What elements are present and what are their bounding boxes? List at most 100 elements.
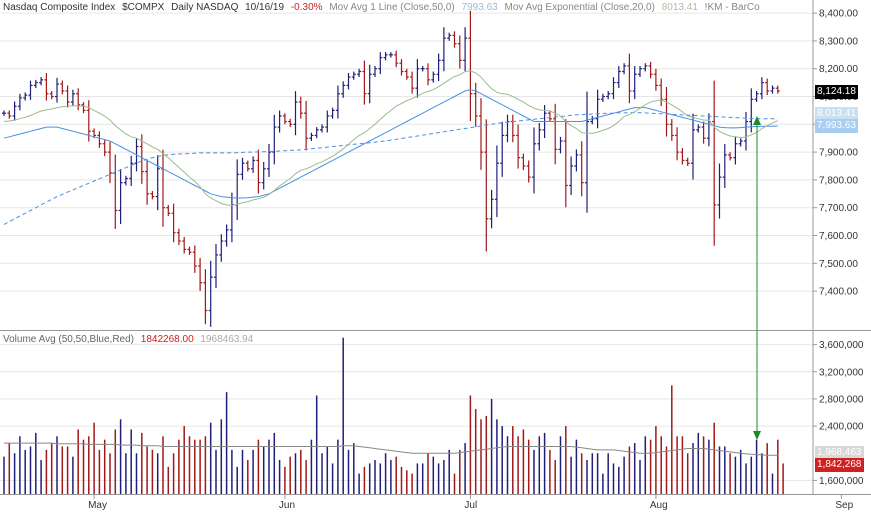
- price-bar: [208, 260, 213, 327]
- price-bar: [532, 127, 536, 194]
- price-bar: [494, 145, 499, 218]
- price-bar: [510, 114, 515, 143]
- price-bar: [23, 92, 28, 101]
- price-bar: [39, 77, 44, 86]
- price-bar: [600, 93, 605, 103]
- price-bar: [383, 52, 388, 61]
- price-bar: [436, 53, 441, 82]
- price-bar: [304, 100, 309, 151]
- price-header: Nasdaq Composite Index $COMPX Daily NASD…: [3, 2, 764, 13]
- price-tick-label: 8,300.00: [819, 36, 858, 47]
- last-price-tag: 8,124.18: [815, 85, 858, 99]
- price-bar: [759, 77, 764, 100]
- price-bar: [500, 121, 505, 177]
- price-bar: [680, 148, 685, 165]
- price-bar: [351, 71, 356, 80]
- price-bar: [235, 159, 240, 220]
- price-bar: [505, 114, 510, 143]
- price-bar: [55, 77, 59, 103]
- vertical-arrow: [753, 116, 761, 440]
- volume-tick-label: 3,200,000: [819, 367, 864, 378]
- price-bar: [431, 71, 436, 83]
- price-bar: [267, 143, 271, 177]
- price-bar: [309, 132, 314, 141]
- moving-average-lines: [3, 70, 778, 225]
- price-bar: [362, 60, 367, 105]
- price-bar: [426, 63, 430, 86]
- ma1-label: Mov Avg 1 Line (Close,50,0): [329, 2, 455, 13]
- price-bar: [12, 101, 17, 121]
- price-tick-label: 7,900.00: [819, 148, 858, 159]
- price-bar: [452, 31, 457, 48]
- price-bar: [728, 152, 733, 161]
- price-bar: [373, 65, 377, 77]
- x-tick-label: May: [88, 500, 107, 511]
- price-bar: [415, 59, 420, 98]
- price-bar: [203, 269, 208, 325]
- price-bar: [325, 110, 330, 133]
- ma-hidden-tag: 8,013.41: [815, 107, 858, 121]
- price-bar: [606, 91, 611, 100]
- price-bar: [526, 160, 531, 183]
- price-bar: [473, 82, 478, 127]
- price-bar: [219, 234, 224, 262]
- price-bar: [388, 52, 393, 58]
- price-bar: [108, 141, 112, 184]
- price-bar: [653, 68, 658, 91]
- price-bar: [139, 134, 144, 184]
- price-bar: [298, 96, 303, 119]
- price-bar: [638, 65, 642, 77]
- price-tick-label: 8,400.00: [819, 9, 858, 20]
- price-bar: [595, 89, 600, 129]
- price-bar: [229, 192, 234, 243]
- price-bar: [521, 153, 526, 171]
- price-bar: [60, 80, 65, 95]
- price-bar: [65, 85, 70, 108]
- price-bar: [17, 93, 22, 111]
- volume-tick-label: 1,600,000: [819, 476, 864, 487]
- price-bar: [479, 98, 483, 170]
- price-bar: [118, 169, 123, 225]
- price-bar: [187, 246, 192, 255]
- volume-avg-value: 1968463.94: [200, 334, 254, 345]
- x-tick-label: Aug: [650, 500, 668, 511]
- price-bar: [553, 103, 558, 165]
- price-bar: [590, 116, 595, 125]
- volume-header: Volume Avg (50,50,Blue,Red) 1842268.00 1…: [3, 334, 257, 345]
- volume-value: 1842268.00: [140, 334, 194, 345]
- price-bar: [685, 157, 690, 166]
- price-bar: [214, 244, 218, 289]
- price-bar: [457, 35, 462, 69]
- price-bar: [675, 127, 680, 161]
- grid-lines: [0, 12, 813, 481]
- price-bar: [367, 64, 372, 104]
- price-bar: [558, 136, 563, 154]
- price-bar: [7, 110, 12, 119]
- price-bar: [722, 143, 727, 189]
- price-bar: [659, 78, 664, 107]
- price-bar: [579, 141, 584, 197]
- ma200-line: [3, 112, 778, 225]
- price-bar: [314, 127, 319, 139]
- price-bar: [357, 68, 362, 77]
- price-bar: [622, 63, 627, 75]
- volume-avg-line: [4, 442, 778, 456]
- volume-tick-label: 2,400,000: [819, 422, 864, 433]
- price-bar: [775, 85, 780, 94]
- price-bar: [706, 113, 711, 147]
- price-bar: [394, 50, 399, 68]
- ma1-price-tag: 7,993.63: [815, 119, 858, 133]
- price-bar: [611, 77, 616, 100]
- price-bars: [2, 10, 780, 327]
- volume-tick-label: 2,800,000: [819, 394, 864, 405]
- price-bar: [49, 91, 54, 100]
- price-bar: [547, 110, 552, 122]
- ma50-line: [3, 89, 778, 199]
- exchange-label: NASDAQ: [196, 2, 239, 13]
- price-bar: [585, 91, 589, 213]
- price-bar: [616, 66, 621, 89]
- extra-label: !KM - BarCo: [704, 2, 760, 13]
- x-tick-label: Jul: [464, 500, 477, 511]
- x-tick-label: Sep: [835, 500, 853, 511]
